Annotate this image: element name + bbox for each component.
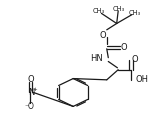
Text: OH: OH (136, 75, 149, 84)
Text: ⁻O: ⁻O (24, 102, 34, 111)
Text: HN: HN (90, 54, 102, 63)
Text: O: O (121, 43, 127, 52)
Text: +: + (33, 87, 37, 92)
Text: CH₃: CH₃ (93, 8, 105, 14)
Text: CH₃: CH₃ (113, 6, 125, 12)
Text: O: O (27, 75, 34, 84)
Text: O: O (100, 31, 106, 40)
Text: O: O (132, 55, 138, 64)
Text: N: N (28, 88, 34, 97)
Text: CH₃: CH₃ (129, 10, 141, 16)
